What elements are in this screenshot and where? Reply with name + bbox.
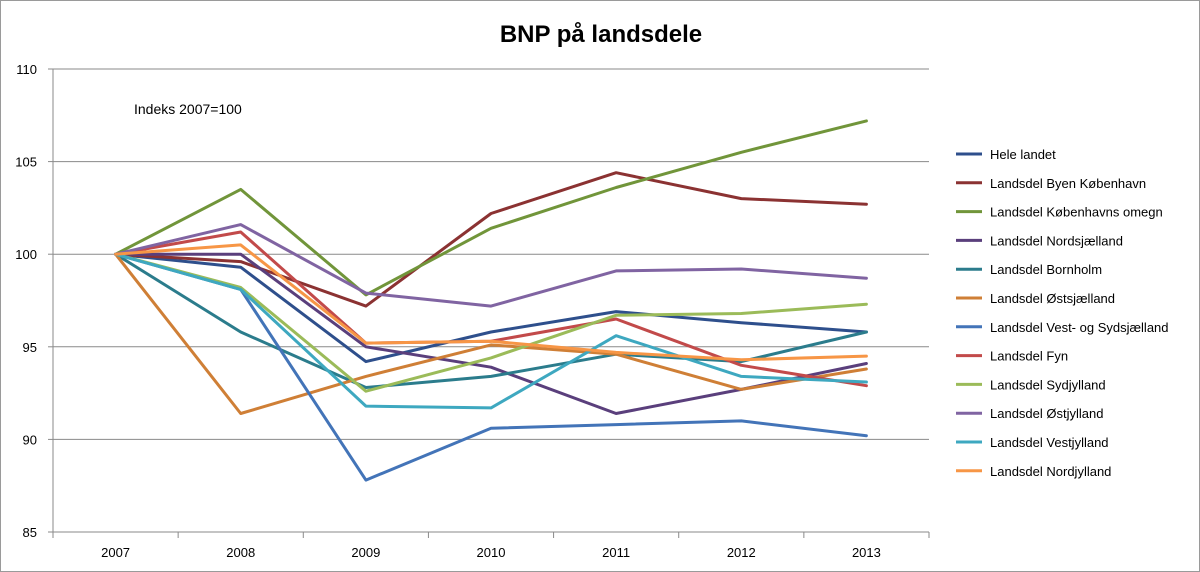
legend-label: Landsdel Østsjælland bbox=[990, 291, 1115, 306]
x-tick-label: 2008 bbox=[226, 545, 255, 560]
x-tick-label: 2013 bbox=[852, 545, 881, 560]
index-annotation: Indeks 2007=100 bbox=[134, 101, 242, 117]
series-line-0 bbox=[114, 252, 868, 364]
chart-title: BNP på landsdele bbox=[500, 21, 702, 48]
legend-label: Landsdel Fyn bbox=[990, 349, 1068, 364]
y-tick-label: 110 bbox=[16, 62, 37, 77]
series-line-4 bbox=[114, 252, 868, 389]
x-tick-label: 2009 bbox=[351, 545, 380, 560]
legend-label: Landsdel Nordjylland bbox=[990, 464, 1111, 479]
legend-label: Landsdel Byen København bbox=[990, 176, 1146, 191]
series-line-5 bbox=[114, 252, 868, 415]
series-lines bbox=[114, 119, 868, 482]
y-tick-label: 95 bbox=[23, 340, 37, 355]
legend: Hele landet Landsdel Byen København Landsd… bbox=[956, 147, 1169, 479]
y-tick-label: 105 bbox=[15, 155, 37, 170]
legend-label: Landsdel Sydjylland bbox=[990, 377, 1106, 392]
legend-label: Hele landet bbox=[990, 147, 1056, 162]
axes: 85 90 95 100 105 110 2007 2008 2009 2010 2011 2012 2… bbox=[15, 62, 930, 560]
legend-label: Landsdel Vestjylland bbox=[990, 435, 1109, 450]
x-tick-label: 2010 bbox=[477, 545, 506, 560]
y-tick-label: 90 bbox=[23, 432, 37, 447]
y-tick-label: 100 bbox=[15, 247, 37, 262]
x-tick-label: 2012 bbox=[727, 545, 756, 560]
legend-label: Landsdel Nordsjælland bbox=[990, 233, 1123, 248]
y-tick-label: 85 bbox=[23, 525, 37, 540]
series-line-10 bbox=[114, 252, 868, 410]
series-line-8 bbox=[114, 252, 868, 393]
legend-label: Landsdel Bornholm bbox=[990, 262, 1102, 277]
legend-label: Landsdel Østjylland bbox=[990, 406, 1103, 421]
x-tick-label: 2007 bbox=[101, 545, 130, 560]
series-line-3 bbox=[114, 252, 868, 415]
series-line-11 bbox=[114, 243, 868, 362]
series-line-1 bbox=[114, 171, 868, 308]
series-line-9 bbox=[114, 223, 868, 308]
legend-label: Landsdel Københavns omegn bbox=[990, 205, 1163, 220]
x-tick-label: 2011 bbox=[602, 545, 630, 560]
legend-label: Landsdel Vest- og Sydsjælland bbox=[990, 320, 1169, 335]
series-line-2 bbox=[114, 119, 868, 297]
